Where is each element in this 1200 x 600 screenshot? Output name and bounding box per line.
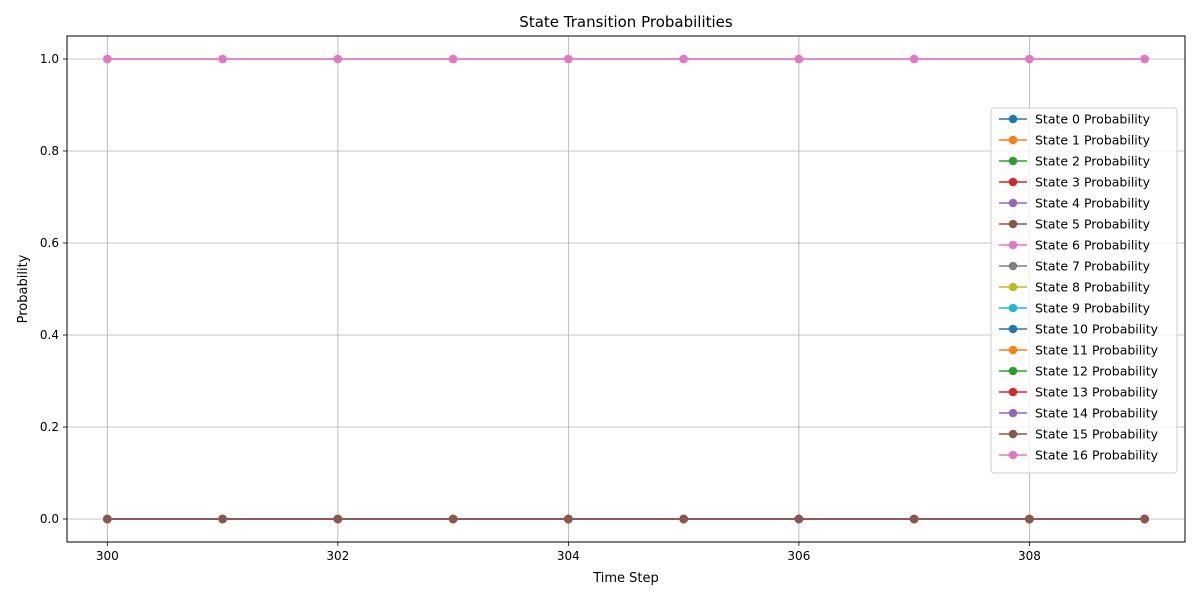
legend-swatch-marker (1008, 324, 1018, 334)
legend-item: State 8 Probability (999, 280, 1151, 295)
legend-label: State 2 Probability (1035, 154, 1151, 169)
data-point (909, 54, 919, 64)
y-tick-label: 0.4 (40, 328, 59, 342)
legend-label: State 3 Probability (1035, 175, 1151, 190)
legend-swatch-marker (1008, 450, 1018, 460)
chart-title: State Transition Probabilities (519, 13, 733, 31)
legend-swatch-marker (1008, 261, 1018, 271)
legend: State 0 Probability State 1 Probability St… (990, 107, 1178, 474)
series-layer (103, 54, 1149, 524)
data-point (1140, 514, 1149, 524)
legend-swatch-marker (1008, 177, 1018, 187)
legend-swatch-marker (1008, 114, 1018, 124)
legend-item: State 12 Probability (999, 364, 1159, 379)
x-tick-label: 300 (96, 549, 119, 563)
data-point (1140, 54, 1149, 64)
legend-box (990, 107, 1178, 474)
legend-swatch-marker (1008, 345, 1018, 355)
legend-item: State 16 Probability (999, 448, 1159, 463)
legend-swatch-marker (1008, 303, 1018, 313)
legend-swatch-marker (1008, 429, 1018, 439)
data-point (448, 514, 458, 524)
data-point (1025, 514, 1034, 524)
legend-label: State 5 Probability (1035, 217, 1151, 232)
y-tick-label: 1.0 (40, 52, 59, 66)
data-point (103, 514, 112, 524)
x-tick-label: 306 (787, 549, 810, 563)
legend-item: State 0 Probability (999, 112, 1151, 127)
legend-swatch-marker (1008, 135, 1018, 145)
legend-label: State 8 Probability (1035, 280, 1151, 295)
y-tick-label: 0.0 (40, 512, 59, 526)
legend-item: State 3 Probability (999, 175, 1151, 190)
y-tick-label: 0.2 (40, 420, 59, 434)
legend-label: State 10 Probability (1035, 322, 1159, 337)
legend-swatch-marker (1008, 219, 1018, 229)
legend-swatch-marker (1008, 240, 1018, 250)
data-point (679, 54, 688, 64)
legend-swatch-marker (1008, 156, 1018, 166)
legend-label: State 13 Probability (1035, 385, 1159, 400)
legend-label: State 9 Probability (1035, 301, 1151, 316)
legend-item: State 10 Probability (999, 322, 1159, 337)
legend-label: State 7 Probability (1035, 259, 1151, 274)
series-15 (103, 514, 1149, 524)
data-point (103, 54, 112, 64)
legend-swatch-marker (1008, 198, 1018, 208)
legend-item: State 6 Probability (999, 238, 1151, 253)
legend-item: State 2 Probability (999, 154, 1151, 169)
legend-item: State 11 Probability (999, 343, 1159, 358)
legend-label: State 1 Probability (1035, 133, 1151, 148)
legend-swatch-marker (1008, 387, 1018, 397)
x-tick-label: 308 (1018, 549, 1041, 563)
legend-label: State 14 Probability (1035, 406, 1159, 421)
legend-label: State 16 Probability (1035, 448, 1159, 463)
legend-item: State 7 Probability (999, 259, 1151, 274)
legend-item: State 1 Probability (999, 133, 1151, 148)
legend-label: State 15 Probability (1035, 427, 1159, 442)
data-point (218, 54, 227, 64)
legend-label: State 11 Probability (1035, 343, 1159, 358)
data-point (333, 54, 343, 64)
legend-item: State 13 Probability (999, 385, 1159, 400)
legend-label: State 0 Probability (1035, 112, 1151, 127)
ticks: 300 302 304 306 308 0.0 0.2 0.4 0.6 0.8 1.0 (40, 52, 1041, 563)
data-point (794, 514, 804, 524)
legend-item: State 15 Probability (999, 427, 1159, 442)
legend-swatch-marker (1008, 366, 1018, 376)
legend-label: State 6 Probability (1035, 238, 1151, 253)
legend-swatch-marker (1008, 408, 1018, 418)
y-tick-label: 0.8 (40, 144, 59, 158)
x-axis-label: Time Step (592, 571, 659, 586)
x-tick-label: 304 (557, 549, 580, 563)
legend-item: State 9 Probability (999, 301, 1151, 316)
x-tick-label: 302 (326, 549, 349, 563)
data-point (1025, 54, 1034, 64)
y-tick-label: 0.6 (40, 236, 59, 250)
legend-swatch-marker (1008, 282, 1018, 292)
legend-item: State 14 Probability (999, 406, 1159, 421)
data-point (564, 514, 573, 524)
data-point (794, 54, 804, 64)
plot-frame (66, 35, 1186, 543)
legend-item: State 5 Probability (999, 217, 1151, 232)
data-point (448, 54, 458, 64)
data-point (909, 514, 919, 524)
data-point (333, 514, 343, 524)
y-axis-label: Probability (16, 254, 31, 323)
series-16 (103, 54, 1149, 64)
data-point (564, 54, 573, 64)
data-point (218, 514, 227, 524)
data-point (679, 514, 688, 524)
legend-item: State 4 Probability (999, 196, 1151, 211)
legend-label: State 4 Probability (1035, 196, 1151, 211)
legend-label: State 12 Probability (1035, 364, 1159, 379)
